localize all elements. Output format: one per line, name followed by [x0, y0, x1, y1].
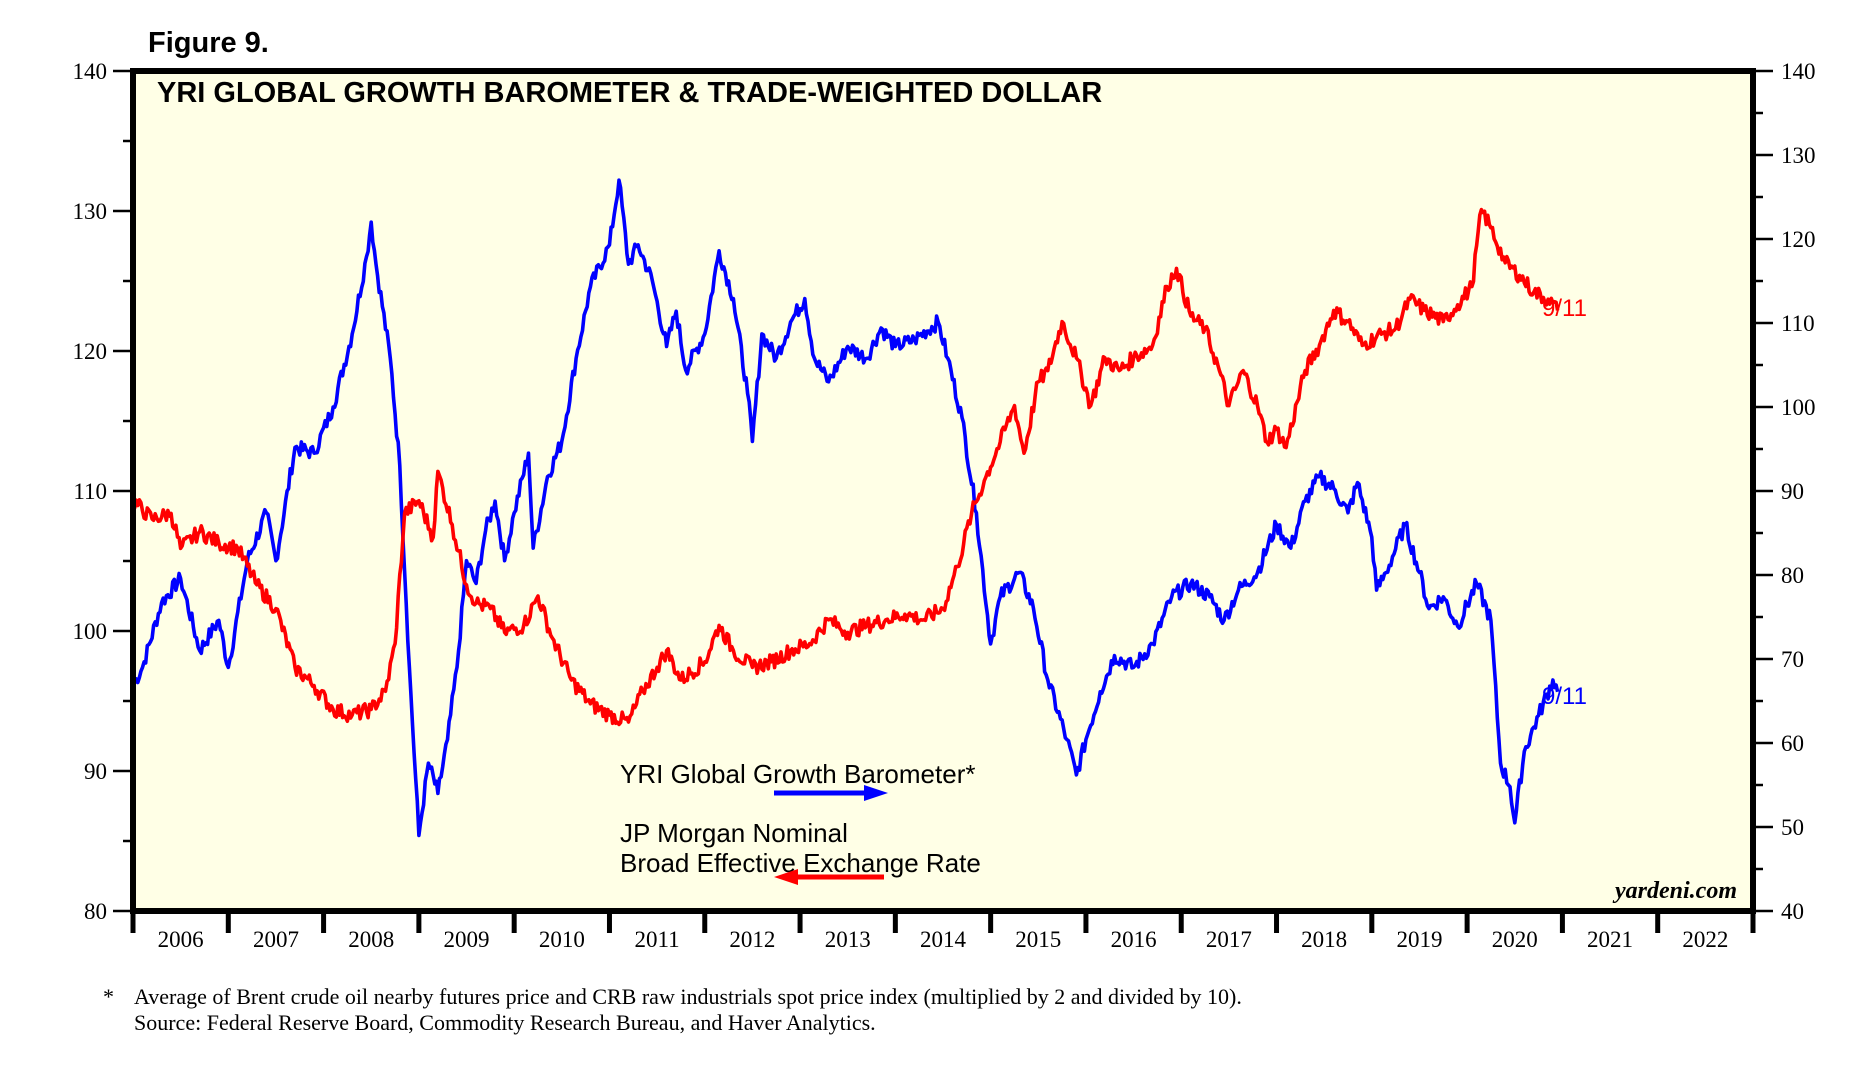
x-tick-label: 2013 — [825, 927, 871, 952]
x-tick-label: 2022 — [1682, 927, 1728, 952]
x-tick-label: 2009 — [444, 927, 490, 952]
plot-frame — [130, 68, 1756, 914]
right-tick-label: 80 — [1781, 563, 1804, 588]
dollar-series-line — [131, 207, 1560, 727]
x-tick-label: 2010 — [539, 927, 585, 952]
left-tick-label: 90 — [84, 759, 107, 784]
right-tick-label: 140 — [1781, 59, 1816, 84]
dollar-end-label: 9/11 — [1542, 295, 1587, 322]
chart-title: YRI GLOBAL GROWTH BAROMETER & TRADE-WEIG… — [157, 77, 1102, 109]
left-tick-label: 120 — [73, 339, 108, 364]
legend: YRI Global Growth Barometer* JP Morgan N… — [620, 759, 981, 885]
x-tick-label: 2017 — [1206, 927, 1252, 952]
barometer-series-line — [131, 178, 1560, 838]
series-layer — [131, 178, 1560, 838]
left-tick-label: 110 — [73, 479, 107, 504]
legend-arrow-left-icon — [774, 869, 884, 885]
x-tick-label: 2019 — [1396, 927, 1442, 952]
left-axis: 80 90 100 110 120 130 140 — [73, 59, 133, 924]
left-tick-label: 100 — [73, 619, 108, 644]
legend-dollar-label-line2: Broad Effective Exchange Rate — [620, 848, 981, 878]
right-tick-label: 40 — [1781, 899, 1804, 924]
legend-arrow-right-icon — [774, 785, 888, 801]
right-tick-label: 110 — [1781, 311, 1815, 336]
right-tick-label: 50 — [1781, 815, 1804, 840]
x-tick-label: 2014 — [920, 927, 967, 952]
x-tick-label: 2008 — [348, 927, 394, 952]
footnote-line1: Average of Brent crude oil nearby future… — [134, 984, 1242, 1009]
left-tick-label: 80 — [84, 899, 107, 924]
barometer-end-label: 9/11 — [1542, 683, 1587, 710]
x-tick-label: 2021 — [1587, 927, 1633, 952]
x-tick-label: 2015 — [1015, 927, 1061, 952]
x-tick-label: 2018 — [1301, 927, 1347, 952]
arrow-head — [774, 869, 798, 885]
x-tick-label: 2012 — [729, 927, 775, 952]
right-tick-label: 130 — [1781, 143, 1816, 168]
brand-watermark: yardeni.com — [1612, 878, 1737, 904]
x-tick-label: 2011 — [635, 927, 680, 952]
right-tick-label: 120 — [1781, 227, 1816, 252]
x-tick-label: 2020 — [1492, 927, 1538, 952]
footnote-marker: * — [103, 984, 114, 1009]
right-axis: 40 50 60 70 80 90 100 110 120 130 140 — [1753, 59, 1816, 924]
x-tick-label: 2006 — [158, 927, 204, 952]
footnote-line2: Source: Federal Reserve Board, Commodity… — [134, 1010, 876, 1035]
figure-label: Figure 9. — [148, 27, 269, 59]
legend-dollar-label-line1: JP Morgan Nominal — [620, 818, 848, 848]
right-tick-label: 100 — [1781, 395, 1816, 420]
left-tick-label: 130 — [73, 199, 108, 224]
x-tick-label: 2016 — [1111, 927, 1157, 952]
arrow-head — [864, 785, 888, 801]
left-tick-label: 140 — [73, 59, 108, 84]
right-tick-label: 90 — [1781, 479, 1804, 504]
right-tick-label: 60 — [1781, 731, 1804, 756]
legend-barometer-label: YRI Global Growth Barometer* — [620, 759, 975, 789]
right-tick-label: 70 — [1781, 647, 1804, 672]
x-tick-label: 2007 — [253, 927, 299, 952]
x-axis: 2006 2007 2008 2009 2010 2011 2012 2013 2014 2015… — [130, 911, 1756, 952]
